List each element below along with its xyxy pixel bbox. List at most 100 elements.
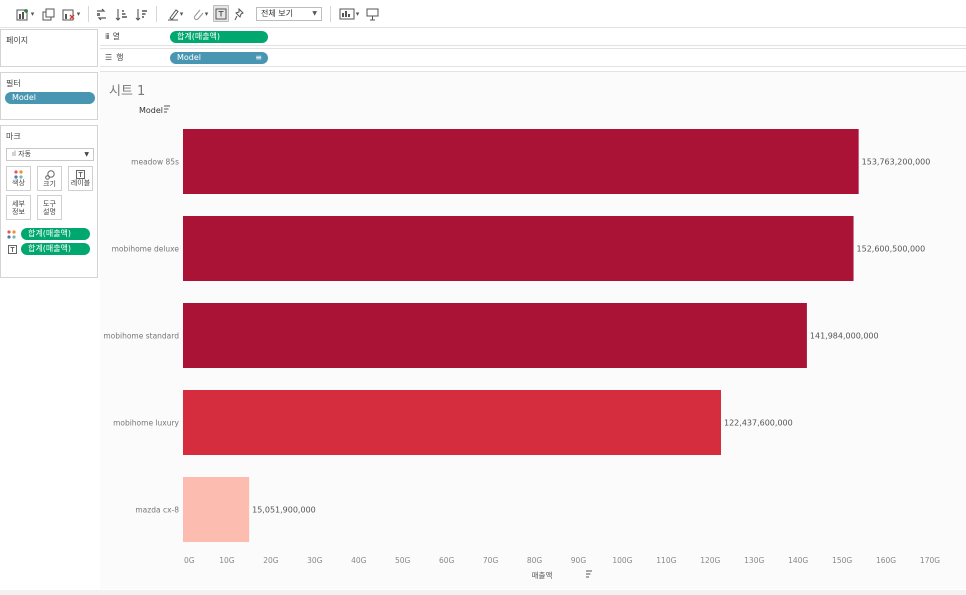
category-label: mobihome standard xyxy=(103,332,179,341)
show-labels-icon[interactable] xyxy=(213,5,229,22)
x-tick-label: 140G xyxy=(788,556,808,565)
category-label: meadow 85s xyxy=(131,158,179,167)
detail-mark-button[interactable]: 세부 정보 xyxy=(6,195,31,220)
tooltip-mark-label: 도구 설명 xyxy=(43,199,56,216)
data-label: 141,984,000,000 xyxy=(810,332,879,341)
x-tick-label: 0G xyxy=(184,556,195,565)
duplicate-sheet-icon[interactable] xyxy=(41,6,55,22)
color-mark-label: 색상 xyxy=(12,179,25,187)
sheet-title: 시트 1 xyxy=(109,84,146,99)
data-label: 152,600,500,000 xyxy=(857,245,926,254)
rows-icon: ☰ xyxy=(105,53,113,62)
color-mark-button[interactable]: 색상 xyxy=(6,166,31,191)
filters-panel[interactable]: 필터 Model xyxy=(0,72,98,120)
rows-shelf-text: 행 xyxy=(116,53,124,62)
bar-chart: Model meadow 85s 153,763,200,000 mobihome d… xyxy=(103,105,940,580)
worksheet-area: 시트 1 Model meadow 85s 153,763,200,000 mobih… xyxy=(100,71,966,589)
x-tick-label: 80G xyxy=(527,556,543,565)
data-label: 15,051,900,000 xyxy=(252,506,316,515)
x-tick-label: 70G xyxy=(483,556,499,565)
sort-descending-icon xyxy=(164,105,170,113)
toolbar-divider xyxy=(88,6,89,22)
x-tick-label: 120G xyxy=(700,556,720,565)
bar[interactable] xyxy=(183,129,859,194)
marks-panel: 마크 ıl 자동 ▼ 색상 크기 레이블 세부 정보 도구 설명 합계(매출액) xyxy=(0,125,98,278)
x-tick-label: 150G xyxy=(832,556,852,565)
sort-descending-icon: ≡ xyxy=(255,53,262,62)
size-icon xyxy=(44,169,55,180)
columns-shelf[interactable]: iii 열 합계(매출액) xyxy=(100,27,966,46)
swap-axes-icon[interactable] xyxy=(94,6,108,22)
rows-pill-label: Model xyxy=(177,53,202,62)
label-pill-label: 합계(매출액) xyxy=(28,244,72,253)
color-pill-label: 합계(매출액) xyxy=(28,229,72,238)
status-bar xyxy=(0,590,966,595)
bar[interactable] xyxy=(183,477,250,542)
sort-descending-icon[interactable] xyxy=(134,6,148,22)
toolbar-divider xyxy=(156,6,157,22)
fit-view-select-value: 전체 보기 xyxy=(261,9,293,18)
color-dots-icon xyxy=(14,170,23,179)
size-mark-label: 크기 xyxy=(43,179,56,188)
x-tick-label: 10G xyxy=(219,556,235,565)
size-mark-button[interactable]: 크기 xyxy=(37,166,62,191)
data-label: 122,437,600,000 xyxy=(724,419,793,428)
label-icon xyxy=(8,245,17,254)
columns-pill-sum-sales[interactable]: 합계(매출액) xyxy=(170,31,268,43)
columns-shelf-label: iii 열 xyxy=(105,31,120,42)
x-tick-label: 20G xyxy=(263,556,279,565)
x-tick-label: 110G xyxy=(656,556,676,565)
marks-panel-title: 마크 xyxy=(6,132,21,141)
color-dots-icon xyxy=(7,230,16,239)
group-icon[interactable]: ▾ xyxy=(189,6,211,22)
pin-icon[interactable] xyxy=(233,6,247,22)
x-tick-label: 60G xyxy=(439,556,455,565)
x-tick-label: 160G xyxy=(876,556,896,565)
columns-pill-label: 합계(매출액) xyxy=(177,32,221,41)
detail-mark-label: 세부 정보 xyxy=(12,199,25,216)
x-tick-label: 40G xyxy=(351,556,367,565)
chevron-down-icon: ▼ xyxy=(84,151,89,158)
toolbar-divider xyxy=(330,6,331,22)
pages-panel-title: 페이지 xyxy=(6,36,29,45)
category-label: mobihome deluxe xyxy=(112,245,180,254)
new-worksheet-icon[interactable]: ▾ xyxy=(14,6,36,22)
rows-pill-model[interactable]: Model ≡ xyxy=(170,52,268,64)
bar[interactable] xyxy=(183,216,854,281)
category-label: mobihome luxury xyxy=(113,419,179,428)
bar[interactable] xyxy=(183,390,722,455)
filters-panel-title: 필터 xyxy=(6,79,21,88)
rows-shelf-label: ☰ 행 xyxy=(105,52,124,63)
columns-shelf-text: 열 xyxy=(112,32,121,41)
highlight-icon[interactable]: ▾ xyxy=(164,6,186,22)
mark-type-value: 자동 xyxy=(18,150,32,158)
x-tick-label: 90G xyxy=(571,556,587,565)
filter-pill-model[interactable]: Model xyxy=(5,92,95,104)
bar-chart-icon: ıl xyxy=(12,150,16,158)
label-mark-label: 레이블 xyxy=(70,179,91,187)
row-header-label[interactable]: Model xyxy=(139,106,163,115)
tooltip-mark-button[interactable]: 도구 설명 xyxy=(37,195,62,220)
mark-type-select[interactable]: ıl 자동 ▼ xyxy=(6,148,94,161)
clear-sheet-icon[interactable]: ▾ xyxy=(60,6,82,22)
columns-icon: iii xyxy=(105,32,110,41)
fit-view-select[interactable]: 전체 보기 ▼ xyxy=(256,7,322,21)
color-pill-sum-sales[interactable]: 합계(매출액) xyxy=(21,228,90,240)
x-tick-label: 50G xyxy=(395,556,411,565)
x-axis-title[interactable]: 매출액 xyxy=(532,570,553,580)
show-me-icon[interactable]: ▾ xyxy=(337,6,361,22)
label-pill-sum-sales[interactable]: 합계(매출액) xyxy=(21,243,90,255)
x-tick-label: 30G xyxy=(307,556,323,565)
label-icon xyxy=(76,170,85,179)
pages-panel[interactable]: 페이지 xyxy=(0,29,98,67)
bar[interactable] xyxy=(183,303,807,368)
label-mark-button[interactable]: 레이블 xyxy=(68,166,93,191)
filter-pill-label: Model xyxy=(12,93,37,102)
presentation-icon[interactable] xyxy=(365,6,379,22)
toolbar: ▾ ▾ ▾ ▾ xyxy=(0,0,966,28)
x-tick-label: 170G xyxy=(920,556,940,565)
rows-shelf[interactable]: ☰ 행 Model ≡ xyxy=(100,48,966,67)
x-tick-label: 130G xyxy=(744,556,764,565)
sort-ascending-icon[interactable] xyxy=(114,6,128,22)
